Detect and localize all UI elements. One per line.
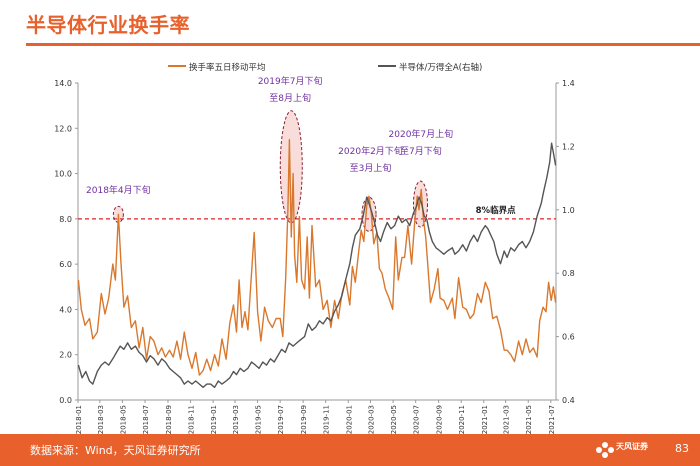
y-left-tick-label: 4.0 [59, 305, 72, 314]
x-tick-label: 2018-03 [97, 405, 105, 434]
chart-series [77, 138, 557, 388]
annotation-label: 至3月上旬 [350, 162, 392, 174]
annotation-label: 2018年4月下旬 [86, 184, 151, 196]
chart-axes [77, 83, 557, 401]
company-logo [596, 442, 614, 458]
annotation-label: 2019年7月下旬 [258, 75, 323, 87]
y-left-tick-label: 10.0 [54, 170, 72, 179]
x-tick-label: 2021-07 [548, 405, 556, 434]
y-left-tick-label: 6.0 [59, 260, 72, 269]
annotation-label: 至7月下旬 [400, 145, 442, 157]
y-left-tick-label: 0.0 [59, 396, 72, 405]
series-turnover-line [77, 138, 557, 376]
x-tick-label: 2019-01 [210, 405, 218, 434]
y-right-tick-label: 0.8 [562, 269, 575, 278]
x-tick-label: 2020-05 [390, 405, 398, 434]
footer-source: 数据来源：Wind，天风证券研究所 [30, 444, 201, 457]
y-left-tick-label: 8.0 [59, 215, 72, 224]
x-tick-label: 2019-11 [323, 405, 331, 434]
y-left-tick-label: 2.0 [59, 351, 72, 360]
annotation-label: 2020年7月上旬 [389, 128, 454, 140]
y-right-tick-label: 0.4 [562, 396, 575, 405]
x-tick-label: 2019-07 [277, 405, 285, 434]
y-right-tick-label: 1.4 [562, 79, 575, 88]
series-index-line [77, 142, 557, 388]
y-right-tick-label: 1.2 [562, 142, 575, 151]
x-tick-label: 2021-05 [525, 405, 533, 434]
title-rule [26, 43, 700, 46]
highlight-ellipse [279, 110, 303, 224]
footer-bar [0, 434, 700, 466]
x-tick-label: 2021-01 [481, 405, 489, 434]
x-tick-label: 2020-11 [458, 405, 466, 434]
x-tick-label: 2019-05 [255, 405, 263, 434]
y-right-tick-label: 1.0 [562, 206, 575, 215]
threshold-line: 8%临界点 [78, 205, 556, 220]
x-tick-label: 2019-09 [300, 405, 308, 434]
chart-legend: 换手率五日移动平均 半导体/万得全A(右轴) [168, 62, 482, 73]
y-right-tick-label: 0.6 [562, 333, 575, 342]
x-tick-label: 2020-07 [413, 405, 421, 434]
x-tick-label: 2018-09 [165, 405, 173, 434]
x-tick-label: 2020-03 [368, 405, 376, 434]
x-tick-label: 2019-03 [232, 405, 240, 434]
x-tick-label: 2018-07 [142, 405, 150, 434]
x-tick-label: 2020-01 [345, 405, 353, 434]
page-title: 半导体行业换手率 [26, 13, 190, 37]
y-left-tick-label: 12.0 [54, 124, 72, 133]
y-left-tick-label: 14.0 [54, 79, 72, 88]
legend-label-index: 半导体/万得全A(右轴) [399, 62, 482, 73]
page-number: 83 [675, 442, 689, 455]
x-tick-label: 2018-01 [75, 405, 83, 434]
flower-icon [596, 442, 614, 458]
annotation-label: 至8月上旬 [269, 92, 311, 104]
logo-text: 天风证券 [616, 442, 648, 451]
turnover-chart: 换手率五日移动平均 半导体/万得全A(右轴) 0.0 2.0 4.0 6.0 8.0 10… [54, 62, 575, 434]
x-tick-label: 2020-09 [436, 405, 444, 434]
x-tick-label: 2018-05 [119, 405, 127, 434]
x-tick-label: 2018-11 [188, 405, 196, 434]
chart-tick-labels: 0.0 2.0 4.0 6.0 8.0 10.0 12.0 14.0 0.4 0.6 0.8 1.0 1… [54, 79, 575, 434]
threshold-label: 8%临界点 [476, 205, 516, 216]
legend-label-turnover: 换手率五日移动平均 [189, 62, 266, 73]
annotation-label: 2020年2月下旬 [338, 145, 403, 157]
x-tick-label: 2021-03 [503, 405, 511, 434]
